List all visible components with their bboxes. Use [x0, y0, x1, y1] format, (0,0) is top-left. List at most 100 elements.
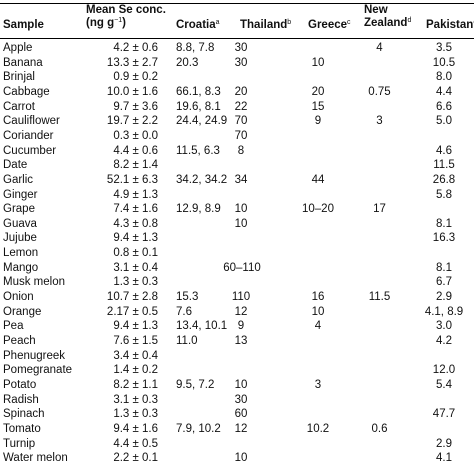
table-row: Phenugreek 3.4 ± 0.4: [0, 349, 474, 365]
cell-greece: 10: [311, 56, 325, 69]
cell-croatia: 7.6: [176, 305, 192, 318]
cell-mean-se: 0.9 ± 0.2: [113, 71, 158, 84]
table-row: Guava 4.3 ± 0.8 10 8.1: [0, 217, 474, 233]
cell-mean-se: 4.4 ± 0.5: [113, 437, 158, 450]
cell-pakistan: 8.1: [436, 217, 452, 230]
cell-mean-se: 2.2 ± 0.1: [113, 452, 158, 465]
cell-mean-se: 52.1 ± 6.3: [106, 173, 158, 186]
cell-sample: Brinjal: [3, 71, 35, 84]
cell-sample: Orange: [3, 305, 42, 318]
cell-pakistan: 5.8: [436, 188, 452, 201]
cell-sample: Water melon: [3, 452, 68, 465]
cell-pakistan: 2.9: [436, 437, 452, 450]
cell-pakistan: 2.9: [436, 291, 452, 304]
cell-greece: 15: [311, 100, 325, 113]
cell-pakistan: 6.6: [436, 100, 452, 113]
header-rule: [0, 38, 474, 40]
cell-pakistan: 10.5: [432, 56, 456, 69]
cell-pakistan: 4.1, 8.9: [424, 305, 464, 318]
cell-mean-se: 9.4 ± 1.6: [113, 422, 158, 435]
cell-thailand: 10: [234, 378, 248, 391]
cell-thailand: 12: [234, 422, 248, 435]
cell-croatia: 7.9, 10.2: [176, 422, 221, 435]
cell-sample: Apple: [3, 42, 33, 54]
table-row: Grape 7.4 ± 1.6 12.9, 8.9 10 10–20 17: [0, 202, 474, 218]
cell-mean-se: 1.3 ± 0.3: [113, 408, 158, 421]
cell-sample: Grape: [3, 203, 35, 216]
cell-sample: Cucumber: [3, 144, 57, 157]
header-new-zealand: New Zealandd: [364, 4, 412, 29]
table-row: Pomegranate 1.4 ± 0.2 12.0: [0, 363, 474, 379]
cell-mean-se: 7.6 ± 1.5: [113, 335, 158, 347]
table-row: Apple 4.2 ± 0.6 8.8, 7.8 30 4 3.5: [0, 41, 474, 57]
header-thailand: Thailandb: [240, 19, 292, 31]
table-row: Banana 13.3 ± 2.7 20.3 30 10 10.5: [0, 56, 474, 72]
cell-mean-se: 9.7 ± 3.6: [113, 100, 158, 113]
cell-mean-se: 4.3 ± 0.8: [113, 217, 158, 230]
cell-croatia: 11.0: [176, 335, 198, 347]
cell-pakistan: 4.4: [436, 85, 452, 98]
cell-sample: Ginger: [3, 188, 38, 201]
cell-sample: Tomato: [3, 422, 41, 435]
cell-sample: Lemon: [3, 247, 39, 260]
cell-greece: 9: [314, 115, 322, 128]
cell-thailand: 110: [231, 291, 251, 304]
header-greece: Greecec: [308, 19, 351, 31]
cell-thailand: 13: [234, 335, 248, 347]
cell-mean-se: 19.7 ± 2.2: [106, 115, 158, 128]
cell-thailand: 12: [234, 305, 248, 318]
cell-greece: 16: [311, 291, 325, 304]
cell-sample: Date: [3, 159, 28, 172]
cell-mean-se: 10.0 ± 1.6: [106, 85, 158, 98]
table-row: Garlic 52.1 ± 6.3 34.2, 34.2 34 44 26.8: [0, 173, 474, 189]
table-row: Cabbage 10.0 ± 1.6 66.1, 8.3 20 20 0.75 4.4: [0, 85, 474, 101]
table-row: Ginger 4.9 ± 1.3 5.8: [0, 188, 474, 204]
table-row: Potato 8.2 ± 1.1 9.5, 7.2 10 3 5.4: [0, 378, 474, 394]
table-row: Cucumber 4.4 ± 0.6 11.5, 6.3 8 4.6: [0, 144, 474, 160]
table-row: Spinach 1.3 ± 0.3 60 47.7: [0, 407, 474, 423]
cell-thailand: 30: [234, 393, 248, 406]
table-row: Turnip 4.4 ± 0.5 2.9: [0, 437, 474, 453]
cell-pakistan: 11.5: [433, 159, 455, 172]
cell-mean-se: 0.3 ± 0.0: [113, 129, 158, 142]
cell-mean-se: 1.3 ± 0.3: [113, 276, 158, 289]
cell-thailand: 30: [234, 56, 248, 69]
table-row: Radish 3.1 ± 0.3 30: [0, 393, 474, 409]
cell-mean-se: 3.1 ± 0.3: [113, 393, 158, 406]
table-row: Tomato 9.4 ± 1.6 7.9, 10.2 12 10.2 0.6: [0, 422, 474, 438]
table-row: Coriander 0.3 ± 0.0 70: [0, 129, 474, 145]
cell-new-zealand: 17: [373, 203, 386, 216]
cell-croatia: 13.4, 10.1: [176, 320, 228, 333]
cell-sample: Potato: [3, 378, 37, 391]
cell-thailand: 60–110: [223, 261, 261, 274]
cell-thailand: 70: [234, 129, 248, 142]
cell-thailand: 34: [234, 173, 248, 186]
cell-new-zealand: 11.5: [368, 291, 391, 304]
cell-sample: Cabbage: [3, 85, 50, 98]
cell-greece: 4: [314, 320, 322, 333]
cell-sample: Mango: [3, 261, 39, 274]
cell-croatia: 8.8, 7.8: [176, 42, 215, 54]
cell-sample: Jujube: [3, 232, 37, 245]
cell-sample: Radish: [3, 393, 39, 406]
cell-greece: 20: [311, 85, 325, 98]
cell-pakistan: 4.6: [436, 144, 452, 157]
cell-greece: 3: [314, 378, 322, 391]
table-row: Pea 9.4 ± 1.3 13.4, 10.1 9 4 3.0: [0, 319, 474, 335]
cell-pakistan: 8.1: [436, 261, 452, 274]
cell-mean-se: 10.7 ± 2.8: [106, 291, 158, 304]
cell-sample: Pea: [3, 320, 24, 333]
cell-new-zealand: 4: [376, 42, 383, 54]
cell-croatia: 24.4, 24.9: [176, 115, 228, 128]
table-row: Carrot 9.7 ± 3.6 19.6, 8.1 22 15 6.6: [0, 100, 474, 116]
cell-sample: Banana: [3, 56, 43, 69]
table-row: Lemon 0.8 ± 0.1: [0, 246, 474, 262]
cell-greece: 10.2: [306, 422, 330, 435]
cell-mean-se: 0.8 ± 0.1: [113, 247, 158, 260]
cell-mean-se: 7.4 ± 1.6: [113, 203, 158, 216]
cell-croatia: 19.6, 8.1: [176, 100, 221, 113]
cell-sample: Peach: [3, 335, 36, 347]
cell-sample: Coriander: [3, 129, 54, 142]
cell-mean-se: 2.17 ± 0.5: [106, 305, 158, 318]
cell-pakistan: 6.7: [436, 276, 452, 289]
